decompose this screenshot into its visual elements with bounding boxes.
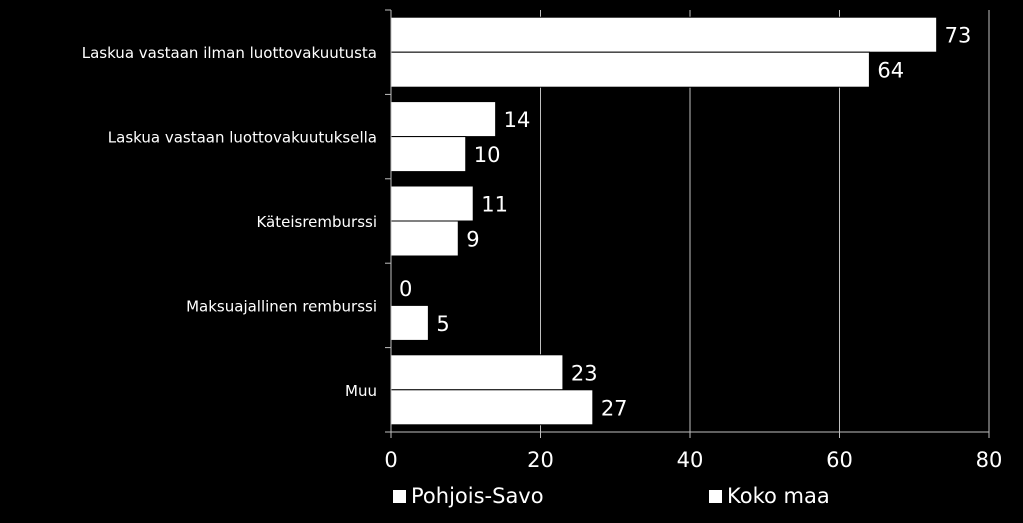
data-label: 23 bbox=[571, 361, 598, 385]
category-label: Laskua vastaan luottovakuutuksella bbox=[108, 129, 377, 147]
category-label: Muu bbox=[345, 382, 377, 400]
axes bbox=[385, 9, 990, 438]
x-tick-label: 60 bbox=[826, 448, 853, 472]
data-label: 0 bbox=[399, 277, 412, 301]
legend-swatch-koko-maa bbox=[708, 488, 723, 504]
bar bbox=[390, 220, 459, 257]
bar bbox=[390, 185, 474, 222]
bar bbox=[390, 389, 594, 426]
data-label: 10 bbox=[474, 143, 501, 167]
data-label: 14 bbox=[504, 108, 531, 132]
legend-label-pohjois-savo: Pohjois-Savo bbox=[411, 484, 544, 508]
bar bbox=[390, 16, 938, 53]
bars bbox=[390, 16, 938, 426]
bar bbox=[390, 51, 870, 88]
x-tick-label: 80 bbox=[976, 448, 1003, 472]
legend-label-koko-maa: Koko maa bbox=[727, 484, 830, 508]
x-tick-label: 20 bbox=[527, 448, 554, 472]
category-label: Maksuajallinen remburssi bbox=[186, 297, 377, 315]
category-label: Laskua vastaan ilman luottovakuutusta bbox=[82, 44, 377, 62]
x-tick-label: 40 bbox=[677, 448, 704, 472]
legend-item-koko-maa: Koko maa bbox=[708, 482, 830, 510]
category-label: Käteisremburssi bbox=[256, 213, 377, 231]
tick-labels: 0 20 40 60 80 bbox=[384, 448, 1002, 472]
data-label: 11 bbox=[481, 193, 508, 217]
data-label: 73 bbox=[945, 24, 972, 48]
data-label: 5 bbox=[436, 312, 449, 336]
data-label: 64 bbox=[877, 59, 904, 83]
data-label: 9 bbox=[466, 228, 479, 252]
bar bbox=[390, 304, 429, 341]
data-label: 27 bbox=[601, 396, 628, 420]
category-labels: Laskua vastaan ilman luottovakuutusta Las… bbox=[82, 44, 377, 400]
legend-swatch-pohjois-savo bbox=[392, 488, 407, 504]
bar bbox=[390, 354, 564, 391]
x-tick-label: 0 bbox=[384, 448, 397, 472]
bar bbox=[390, 101, 497, 138]
bar bbox=[390, 136, 467, 173]
legend-item-pohjois-savo: Pohjois-Savo bbox=[392, 482, 544, 510]
